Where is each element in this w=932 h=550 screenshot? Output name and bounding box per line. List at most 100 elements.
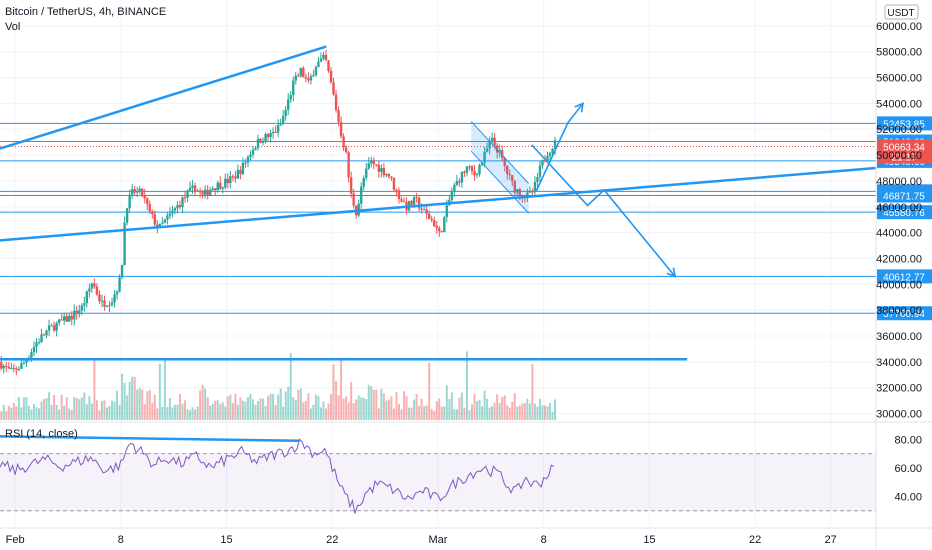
candle-body <box>254 148 257 150</box>
volume-bar <box>25 397 28 420</box>
drawings[interactable] <box>0 45 877 442</box>
candle-body <box>304 77 308 79</box>
volume-bar <box>536 406 539 420</box>
candle-body <box>128 194 131 209</box>
candle-body <box>151 211 154 215</box>
volume-bar <box>503 395 506 420</box>
volume-bar <box>382 393 385 420</box>
volume-bar <box>528 403 531 420</box>
candle-body <box>445 205 449 218</box>
volume-bar <box>138 387 141 420</box>
candle-body <box>158 223 162 228</box>
channel-fill <box>471 121 529 214</box>
volume-bar <box>216 400 219 420</box>
candle-body <box>261 141 265 143</box>
symbol-title[interactable]: Bitcoin / TetherUS, 4h, BINANCE <box>5 6 166 18</box>
volume-bar <box>151 402 154 420</box>
candle-body <box>100 300 104 302</box>
volume-bar <box>156 408 159 420</box>
candle-body <box>392 178 396 190</box>
volume-bar <box>458 397 461 420</box>
volume-bar <box>496 394 499 420</box>
candle-body <box>130 189 134 195</box>
volume-bar <box>20 407 23 420</box>
candle-body <box>453 184 456 192</box>
volume-bar <box>486 398 489 420</box>
rsi-label[interactable]: RSI (14, close) <box>5 428 78 440</box>
candle-body <box>329 70 333 83</box>
candle-body <box>551 148 554 153</box>
volume-bar <box>445 385 448 420</box>
volume-bar <box>423 406 426 420</box>
level-badge <box>877 116 932 131</box>
volume-bar <box>395 392 398 420</box>
price-tick-label: 30000.00 <box>876 409 922 421</box>
volume-bar <box>430 409 433 420</box>
candle-body <box>70 315 73 320</box>
candle-body <box>312 75 315 77</box>
volume-bar <box>400 409 403 420</box>
volume-bar <box>0 411 3 420</box>
volume-bar <box>209 405 212 420</box>
volume-bar <box>433 411 436 420</box>
candle-body <box>433 220 436 227</box>
channel-drawing[interactable] <box>470 121 529 214</box>
volume-bar <box>50 404 53 420</box>
candle-body <box>503 157 506 166</box>
volume-bar <box>274 404 277 420</box>
volume-bar <box>178 394 181 420</box>
volume-bar <box>428 362 431 420</box>
candle-body <box>349 177 353 194</box>
candle-body <box>229 176 232 184</box>
volume-bar <box>262 398 265 420</box>
price-tick-label: 34000.00 <box>876 357 922 369</box>
price-tick-label: 60000.00 <box>876 21 922 33</box>
candle-body <box>380 167 383 172</box>
volume-bar <box>397 403 400 420</box>
candle-body <box>334 94 338 110</box>
candle-body <box>241 162 245 175</box>
candle-body <box>226 178 230 184</box>
candle-body <box>12 368 16 370</box>
candle-body <box>498 150 501 153</box>
candle-body <box>427 213 431 220</box>
candle-body <box>480 162 484 166</box>
volume-bar <box>337 395 340 420</box>
rsi-line <box>0 438 554 514</box>
volume-bar <box>347 402 350 420</box>
candle-body <box>55 322 58 331</box>
volume-bar <box>533 403 536 420</box>
candle-body <box>511 175 514 182</box>
volume-bar <box>360 397 363 420</box>
level-badge <box>877 269 932 284</box>
channel-bottom <box>470 150 529 214</box>
volume-bar <box>264 405 267 420</box>
volume-bar <box>385 400 388 420</box>
candle-body <box>420 208 423 210</box>
horizontal-levels[interactable]: 52453.8551048.6349549.6647194.7146871.75… <box>0 116 932 321</box>
time-axis[interactable]: Feb 8 15 22 Mar 8 15 22 27 <box>6 534 837 546</box>
price-axis[interactable]: 30000.00 32000.00 34000.00 36000.00 38000.00… <box>876 21 922 421</box>
candle-body <box>276 124 280 133</box>
volume-bar <box>148 389 151 420</box>
candle-body <box>193 185 197 192</box>
volume-bar <box>22 397 25 420</box>
candle-body <box>506 165 509 174</box>
volume-bar <box>390 396 393 420</box>
volume-bar <box>251 399 254 420</box>
volume-bar <box>332 364 335 420</box>
candle-body <box>440 231 443 233</box>
volume-bar <box>511 401 514 420</box>
volume-bar <box>196 406 199 420</box>
candle-body <box>163 219 167 223</box>
arrow-head <box>666 267 677 278</box>
candle-body <box>88 288 91 292</box>
currency-badge[interactable]: USDT <box>884 4 919 20</box>
volume-bar <box>319 407 322 420</box>
candle-body <box>269 133 272 137</box>
volume-bar <box>468 409 471 420</box>
candle-body <box>377 164 381 172</box>
volume-bar <box>108 405 111 420</box>
volume-bar <box>70 409 73 420</box>
